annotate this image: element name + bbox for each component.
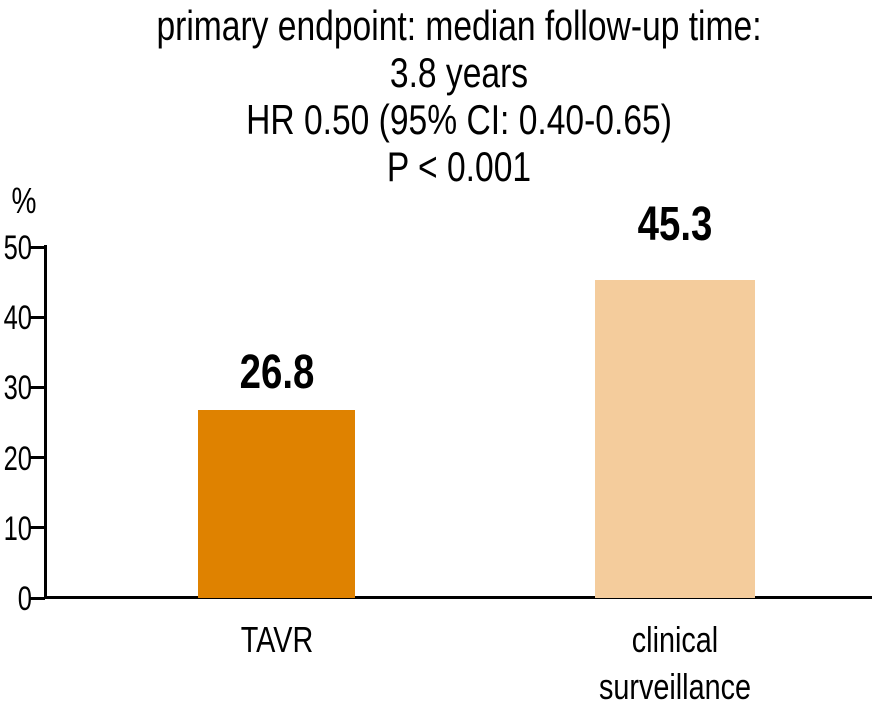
y-tick-mark-30	[29, 385, 45, 389]
bar-clinical-surveillance	[595, 279, 755, 598]
x-category-label-clinical-surveillance: clinical surveillance	[598, 619, 752, 707]
bar-value-label-clinical-surveillance: 45.3	[637, 197, 713, 251]
bar-tavr	[198, 409, 355, 598]
chart-title-line-1: primary endpoint: median follow-up time:	[156, 2, 762, 49]
y-tick-label-10: 10	[3, 509, 32, 548]
bar-value-label-tavr: 26.8	[239, 345, 314, 399]
chart-title-line-4: P < 0.001	[386, 143, 532, 190]
y-tick-mark-40	[29, 315, 45, 319]
x-category-label-tavr: TAVR	[240, 619, 313, 660]
y-tick-mark-10	[29, 526, 45, 530]
y-tick-label-20: 20	[3, 439, 32, 478]
y-tick-mark-0	[29, 596, 45, 600]
y-tick-mark-20	[29, 456, 45, 460]
chart-title-line-2: 3.8 years	[389, 49, 529, 96]
chart-title-line-3: HR 0.50 (95% CI: 0.40-0.65)	[246, 96, 672, 143]
y-tick-label-50: 50	[3, 229, 32, 267]
chart-title: primary endpoint: median follow-up time:…	[128, 2, 790, 190]
y-tick-label-0: 0	[17, 580, 32, 618]
y-tick-label-30: 30	[3, 369, 32, 408]
y-tick-label-40: 40	[3, 299, 32, 338]
x-axis-line	[44, 596, 872, 599]
y-axis-line	[44, 245, 47, 599]
y-axis-unit-text: %	[11, 180, 37, 221]
y-tick-mark-50	[29, 245, 45, 249]
y-axis-unit-label: %	[2, 183, 46, 219]
